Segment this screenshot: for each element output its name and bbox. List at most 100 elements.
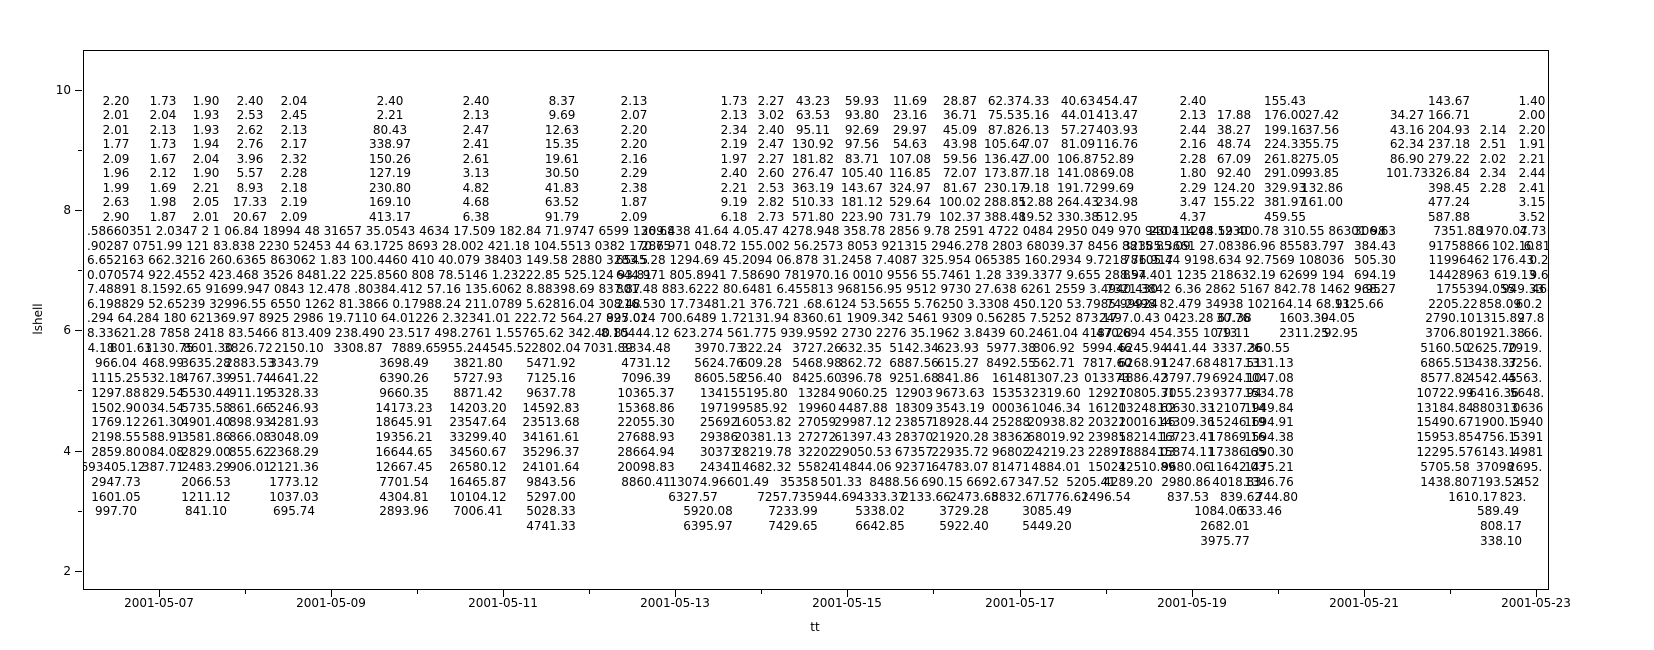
- annotation: 00036: [991, 401, 1031, 415]
- x-tick-label: 2001-05-07: [124, 596, 194, 610]
- annotation: 20098.83: [617, 460, 675, 474]
- annotation: 1438.80: [1420, 475, 1470, 489]
- annotation: 30373: [699, 445, 739, 459]
- annotation: 2.18: [280, 181, 308, 195]
- annotation: 3048.09: [269, 430, 319, 444]
- annotation: 59.93: [844, 94, 880, 108]
- annotation: 29050.53: [834, 445, 892, 459]
- annotation: 363.19: [792, 181, 834, 195]
- annotation: 3337.26: [1212, 341, 1262, 355]
- annotation: 3706.80: [1425, 326, 1475, 340]
- annotation: 15246.19: [1208, 415, 1266, 429]
- annotation: 4731.12: [621, 356, 671, 370]
- annotation: 15368.86: [617, 401, 675, 415]
- annotation: 3698.49: [379, 356, 429, 370]
- annotation: 93.85: [1304, 166, 1340, 180]
- annotation: 2.90: [102, 210, 130, 224]
- annotation: 5468.98: [792, 356, 842, 370]
- annotation: 4545.52: [482, 341, 532, 355]
- annotation: 2.47: [462, 123, 490, 137]
- annotation: 9.18: [1022, 181, 1050, 195]
- annotation: 9251.68: [889, 371, 939, 385]
- annotation: 4.68: [462, 195, 490, 209]
- annotation: 5624.76: [694, 356, 744, 370]
- annotation: 216.530 17.73481.21 376.721 .68.6124 53.…: [616, 297, 1159, 311]
- annotation: 2682.01: [1200, 519, 1250, 533]
- annotation: 29987.12: [834, 415, 892, 429]
- annotation: 26580.12: [449, 460, 507, 474]
- x-minor-tick: [245, 590, 246, 594]
- x-major-tick: [1192, 590, 1193, 597]
- y-tick-label: 8: [63, 203, 71, 217]
- annotation: 11.69: [892, 94, 928, 108]
- annotation: 5391: [1512, 430, 1544, 444]
- annotation: 5.16: [1022, 108, 1050, 122]
- annotation: 12927: [1087, 386, 1127, 400]
- annotation: 5195.80: [738, 386, 788, 400]
- annotation: 589.49: [1477, 504, 1519, 518]
- annotation: 5205.41: [1066, 475, 1116, 489]
- annotation: 2980.86: [1161, 475, 1211, 489]
- annotation: 4901.40: [181, 415, 231, 429]
- annotation: 41.83: [544, 181, 580, 195]
- annotation: 6865.51: [1420, 356, 1470, 370]
- annotation: 322.24: [740, 341, 782, 355]
- annotation: 0.2: [1529, 253, 1549, 267]
- annotation: 5246.93: [269, 401, 319, 415]
- annotation: 155.22: [1213, 195, 1255, 209]
- annotation: 2319.60: [1031, 386, 1081, 400]
- annotation: 66.: [1523, 326, 1543, 340]
- annotation: 3543.19: [935, 401, 985, 415]
- annotation: 5338.02: [855, 504, 905, 518]
- annotation: 3.15: [1518, 195, 1546, 209]
- annotation: 2.41: [462, 137, 490, 151]
- annotation: 1.73: [720, 94, 748, 108]
- annotation: 30.76: [1215, 311, 1251, 325]
- annotation: 15490.67: [1416, 415, 1474, 429]
- annotation: 1.87: [620, 195, 648, 209]
- annotation: 8871.42: [453, 386, 503, 400]
- annotation: 1.99: [102, 181, 130, 195]
- annotation: 18884.03: [1118, 445, 1176, 459]
- annotation: 2.73: [757, 210, 785, 224]
- annotation: 209.438 41.64 4.05.47 4278.948 358.78 28…: [641, 224, 1248, 238]
- annotation: 5142.34: [889, 341, 939, 355]
- annotation: 4.33: [1022, 94, 1050, 108]
- annotation: 92.95: [1323, 326, 1359, 340]
- annotation: 1331.13: [1244, 356, 1294, 370]
- x-minor-tick: [417, 590, 418, 594]
- annotation: 4542.45: [1467, 371, 1517, 385]
- x-tick-label: 2001-05-09: [296, 596, 366, 610]
- annotation: 470.694 454.355 10.13: [1096, 326, 1238, 340]
- annotation: 4.73: [1519, 224, 1547, 238]
- x-tick-label: 2001-05-13: [640, 596, 710, 610]
- annotation: 693405.12: [83, 460, 146, 474]
- annotation: 97.56: [844, 137, 880, 151]
- annotation: 10016.46: [1118, 415, 1176, 429]
- annotation: 27059: [797, 415, 837, 429]
- annotation: 6545.28 1294.69 45.2094 06.878 31.2458 7…: [616, 253, 1174, 267]
- annotation: 12107.14: [1208, 401, 1266, 415]
- annotation: 37098: [1475, 460, 1515, 474]
- annotation: 2859.80: [91, 445, 141, 459]
- annotation: 10630.33: [1157, 401, 1215, 415]
- annotation: 468.99: [142, 356, 184, 370]
- annotation: 9060.25: [838, 386, 888, 400]
- annotation: 20.67: [232, 210, 268, 224]
- annotation: 3729.28: [939, 504, 989, 518]
- annotation: 2.27: [757, 152, 785, 166]
- annotation: 2.28: [1479, 181, 1507, 195]
- annotation: 17869.16: [1208, 430, 1266, 444]
- annotation: 2497.0.43 0423.28 67.38: [1099, 311, 1252, 325]
- annotation: 67.09: [1216, 152, 1252, 166]
- y-minor-tick: [78, 270, 82, 271]
- annotation: 45.09: [942, 123, 978, 137]
- annotation: 7321 3842 6.36 2862 5167 842.78 1462 9.9…: [1106, 282, 1381, 296]
- annotation: 5735.58: [181, 401, 231, 415]
- annotation: 12667.45: [375, 460, 433, 474]
- x-major-tick: [159, 590, 160, 597]
- annotation: 1.77: [102, 137, 130, 151]
- annotation: 3334.48: [621, 341, 671, 355]
- annotation: 2.13: [720, 108, 748, 122]
- annotation: 19.52: [1018, 210, 1054, 224]
